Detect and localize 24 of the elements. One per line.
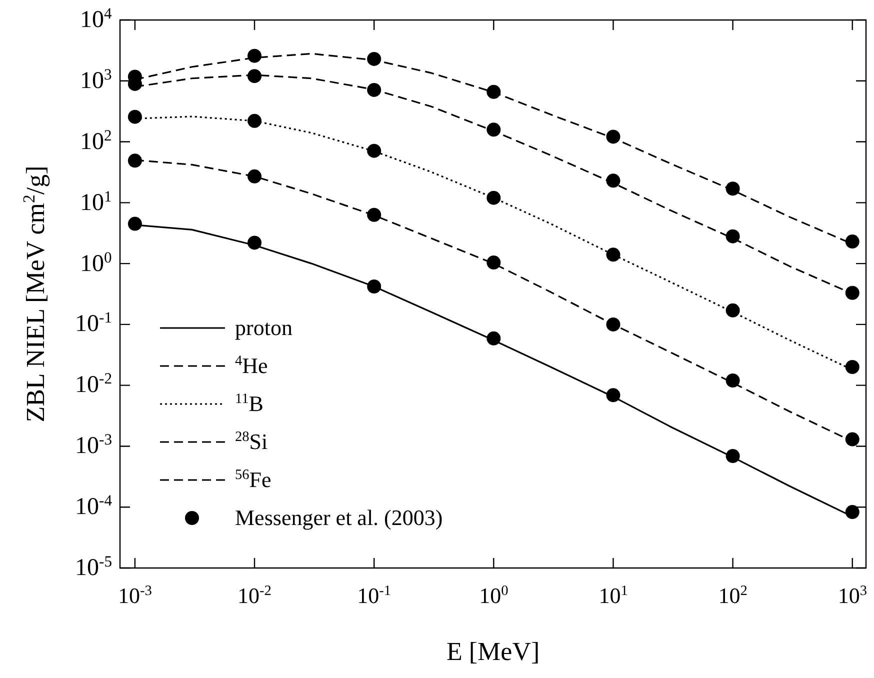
y-tick-label: 10$^{3}$ xyxy=(80,66,112,94)
y-tick-label: 10$^{-2}$ xyxy=(75,370,112,398)
x-tick-label: 10$^{-2}$ xyxy=(238,583,272,608)
y-tick-label: 10$^{-5}$ xyxy=(75,553,112,581)
legend-label: Messenger et al. (2003) xyxy=(235,505,443,530)
y-tick-label: 10$^{-3}$ xyxy=(75,432,112,460)
x-tick-label: 10$^{0}$ xyxy=(479,583,508,608)
y-tick-label: 10$^{2}$ xyxy=(80,127,112,155)
x-axis-title: E [MeV] xyxy=(446,637,540,666)
x-tick-label: 10$^{2}$ xyxy=(718,583,748,608)
legend-label: $^{28}$Si xyxy=(235,429,268,454)
legend-label: $^{11}$B xyxy=(235,391,264,416)
x-tick-label: 10$^{3}$ xyxy=(838,583,868,608)
x-tick-label: 10$^{-1}$ xyxy=(357,583,391,608)
x-tick-label: 10$^{1}$ xyxy=(598,583,628,608)
y-tick-label: 10$^{-4}$ xyxy=(75,492,112,520)
legend-label: $^{4}$He xyxy=(235,353,268,378)
y-tick-label: 10$^{-1}$ xyxy=(75,310,112,338)
x-tick-label: 10$^{-3}$ xyxy=(118,583,152,608)
legend-label: proton xyxy=(235,315,292,340)
y-tick-label: 10$^{4}$ xyxy=(80,5,112,33)
legend-label: $^{56}$Fe xyxy=(235,467,272,492)
y-tick-label: 10$^{0}$ xyxy=(80,248,112,277)
y-tick-label: 10$^{1}$ xyxy=(80,188,112,216)
